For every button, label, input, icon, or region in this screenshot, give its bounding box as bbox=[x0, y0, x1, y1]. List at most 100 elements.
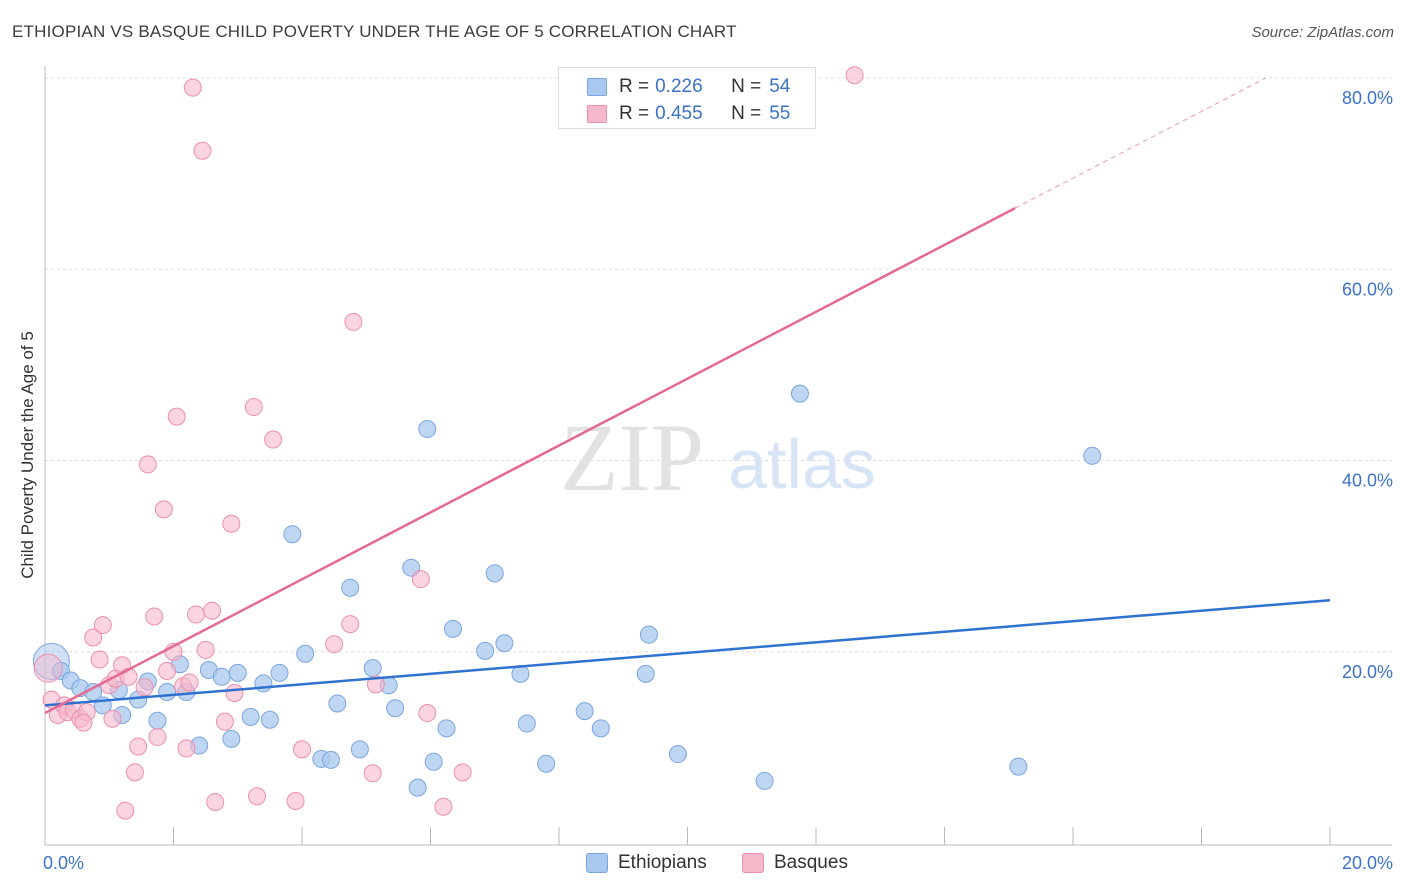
watermark-zip: ZIP bbox=[560, 404, 704, 511]
ethiopians-point bbox=[386, 699, 405, 718]
ethiopians-point bbox=[328, 694, 347, 713]
ethiopians-point bbox=[755, 771, 774, 790]
ethiopians-point bbox=[402, 558, 421, 577]
ethiopians-point bbox=[790, 384, 809, 403]
basques-point bbox=[103, 709, 122, 728]
basques-point bbox=[845, 66, 864, 85]
basques-point bbox=[434, 797, 453, 816]
ethiopians-point bbox=[476, 641, 495, 660]
basques-point bbox=[183, 78, 202, 97]
ethiopians-point bbox=[228, 663, 247, 682]
source-credit: Source: ZipAtlas.com bbox=[1251, 24, 1394, 41]
basques-point bbox=[215, 712, 234, 731]
ethiopians-point bbox=[418, 420, 437, 439]
ethiopians-point bbox=[636, 664, 655, 683]
ethiopians-point bbox=[283, 525, 302, 544]
ethiopians-point bbox=[212, 667, 231, 686]
legend-row-ethiopians: R = 0.226 N = 54 bbox=[587, 75, 790, 99]
ethiopians-point bbox=[363, 659, 382, 678]
basques-point bbox=[177, 739, 196, 758]
legend-swatch-ethiopians bbox=[586, 853, 608, 873]
ethiopians-point bbox=[495, 634, 514, 653]
basques-point bbox=[148, 727, 167, 746]
basques-point bbox=[186, 605, 205, 624]
basques-point bbox=[411, 570, 430, 589]
watermark: ZIP atlas bbox=[560, 404, 876, 511]
basques-trendline-extension bbox=[1014, 77, 1266, 209]
basques-point bbox=[222, 514, 241, 533]
ethiopians-point bbox=[639, 625, 658, 644]
basques-point bbox=[244, 398, 263, 417]
ethiopians-point bbox=[424, 752, 443, 771]
basques-point bbox=[84, 628, 103, 647]
y-tick-label: 40.0% bbox=[1342, 471, 1393, 491]
basques-point bbox=[206, 792, 225, 811]
y-tick-label: 80.0% bbox=[1342, 88, 1393, 108]
basques-point bbox=[366, 675, 385, 694]
ethiopians-point bbox=[241, 707, 260, 726]
ethiopians-point bbox=[350, 740, 369, 759]
axes bbox=[44, 66, 1392, 846]
basques-point bbox=[138, 455, 157, 474]
legend-n-label: N = bbox=[731, 76, 762, 97]
basques-point bbox=[286, 792, 305, 811]
basques-point bbox=[135, 678, 154, 697]
basques-point bbox=[293, 740, 311, 759]
basques-point bbox=[129, 737, 148, 756]
y-tick-label: 20.0% bbox=[1342, 662, 1393, 682]
legend-swatch-basques bbox=[742, 853, 764, 873]
legend-r-value: 0.455 bbox=[655, 103, 703, 124]
series-basques bbox=[33, 66, 864, 820]
legend-row-basques: R = 0.455 N = 55 bbox=[587, 102, 790, 126]
ethiopians-point bbox=[668, 745, 687, 764]
legend-n-value: 55 bbox=[769, 103, 791, 124]
ethiopians-point bbox=[254, 674, 273, 693]
basques-point bbox=[93, 616, 112, 635]
ethiopians-point bbox=[591, 719, 610, 738]
ethiopians-point bbox=[148, 711, 167, 730]
series-ethiopians bbox=[32, 384, 1102, 797]
basques-point bbox=[33, 653, 63, 683]
ethiopians-point bbox=[158, 683, 177, 701]
legend-swatch-basques bbox=[587, 105, 607, 123]
ethiopians-trendline bbox=[44, 598, 1331, 707]
ethiopians-point bbox=[296, 644, 315, 663]
gridlines bbox=[45, 77, 1392, 653]
ethiopians-point bbox=[222, 729, 241, 748]
legend-r-label: R = bbox=[619, 103, 650, 124]
legend-r-label: R = bbox=[619, 76, 650, 97]
basques-point bbox=[90, 650, 109, 669]
basques-point bbox=[193, 141, 212, 160]
trendlines bbox=[44, 77, 1331, 715]
ethiopians-point bbox=[537, 754, 556, 773]
basques-point bbox=[145, 607, 164, 626]
bottom-legend-basques: Basques bbox=[742, 852, 848, 874]
basques-point bbox=[203, 601, 222, 620]
ethiopians-point bbox=[485, 564, 504, 583]
chart-title: ETHIOPIAN VS BASQUE CHILD POVERTY UNDER … bbox=[12, 22, 737, 41]
legend-n-value: 54 bbox=[769, 76, 791, 97]
legend-swatch-ethiopians bbox=[587, 78, 607, 96]
correlation-legend: R = 0.226 N = 54 R = 0.455 N = 55 bbox=[558, 67, 816, 129]
y-tick-label: 60.0% bbox=[1342, 279, 1393, 299]
ethiopians-point bbox=[437, 719, 456, 738]
ethiopians-point bbox=[443, 619, 462, 638]
basques-point bbox=[154, 500, 173, 519]
legend-label-ethiopians: Ethiopians bbox=[618, 852, 707, 873]
legend-label-basques: Basques bbox=[774, 852, 848, 873]
basques-point bbox=[125, 763, 144, 782]
basques-point bbox=[363, 764, 382, 783]
watermark-atlas: atlas bbox=[728, 425, 876, 503]
basques-trendline bbox=[44, 207, 1016, 715]
ethiopians-point bbox=[270, 663, 289, 682]
basques-point bbox=[248, 787, 267, 806]
basques-point bbox=[158, 661, 177, 680]
basques-point bbox=[225, 683, 244, 702]
ethiopians-point bbox=[408, 778, 427, 797]
tick-labels: 20.0% 40.0% 60.0% 80.0% 0.0% 20.0% bbox=[43, 88, 1393, 873]
x-tick-label: 20.0% bbox=[1342, 853, 1393, 873]
basques-point bbox=[325, 635, 344, 654]
ethiopians-point bbox=[321, 750, 340, 769]
ethiopians-point bbox=[341, 578, 360, 597]
